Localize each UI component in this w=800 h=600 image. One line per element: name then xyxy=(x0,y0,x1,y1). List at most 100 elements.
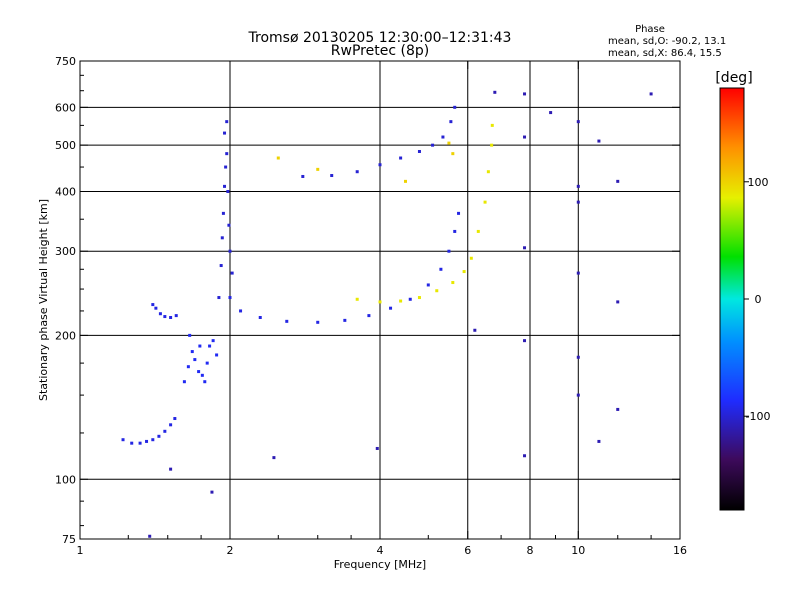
phase-line-o: mean, sd,O: -90.2, 13.1 xyxy=(608,36,726,47)
series-3 xyxy=(217,120,234,300)
data-point xyxy=(258,315,262,319)
data-point xyxy=(453,229,457,233)
colorbar xyxy=(719,87,745,511)
data-point xyxy=(169,315,173,319)
phase-line-x: mean, sd,X: 86.4, 15.5 xyxy=(608,48,722,59)
data-point xyxy=(186,365,190,369)
tick-layer: 1 2 4 6 8 10 16 75 100 200 300 400 500 600 750 xyxy=(55,55,687,557)
data-point xyxy=(163,315,167,319)
data-point xyxy=(399,299,403,303)
data-point xyxy=(439,267,443,271)
data-point xyxy=(188,333,192,337)
data-point xyxy=(220,236,224,240)
data-point xyxy=(523,246,527,250)
y-axis-label: Stationary phase Virtual Height [km] xyxy=(37,199,50,401)
data-point xyxy=(151,438,155,442)
data-point xyxy=(378,163,382,167)
data-point xyxy=(210,490,214,494)
data-point xyxy=(616,407,620,411)
y-tick-label: 300 xyxy=(55,245,76,258)
data-point xyxy=(151,303,155,307)
data-point xyxy=(417,149,421,153)
data-point xyxy=(272,456,276,460)
data-point xyxy=(490,123,494,127)
data-point xyxy=(154,306,158,310)
data-point xyxy=(200,373,204,377)
data-point xyxy=(316,167,320,171)
data-point xyxy=(441,135,445,139)
data-point xyxy=(597,439,601,443)
data-point xyxy=(483,200,487,204)
colorbar-tick-label: 100 xyxy=(748,176,769,189)
data-point xyxy=(523,454,527,458)
data-point xyxy=(157,434,161,438)
data-point xyxy=(203,380,207,384)
data-point xyxy=(399,156,403,160)
data-point xyxy=(435,289,439,293)
x-tick-label: 6 xyxy=(464,544,471,557)
data-point xyxy=(431,143,435,147)
data-point xyxy=(355,297,359,301)
data-point xyxy=(576,200,580,204)
data-points-layer xyxy=(121,90,653,538)
series-0 xyxy=(121,417,177,445)
data-point xyxy=(447,141,451,145)
data-point xyxy=(417,296,421,300)
data-point xyxy=(205,361,209,365)
data-point xyxy=(493,90,497,94)
phase-heading: Phase xyxy=(635,24,665,35)
data-point xyxy=(158,312,162,316)
data-point xyxy=(576,184,580,188)
x-tick-label: 16 xyxy=(673,544,687,557)
data-point xyxy=(219,264,223,268)
y-tick-label: 400 xyxy=(55,185,76,198)
data-point xyxy=(174,314,178,318)
x-tick-label: 4 xyxy=(377,544,384,557)
series-7 xyxy=(276,141,455,183)
data-point xyxy=(190,350,194,354)
data-point xyxy=(230,271,234,275)
data-point xyxy=(221,211,225,215)
data-point xyxy=(316,320,320,324)
data-point xyxy=(182,380,186,384)
series-6 xyxy=(355,123,494,304)
data-point xyxy=(403,179,407,183)
data-point xyxy=(476,229,480,233)
data-point xyxy=(217,296,221,300)
data-point xyxy=(130,441,134,445)
data-point xyxy=(469,256,473,260)
data-point xyxy=(169,467,173,471)
data-point xyxy=(486,170,490,174)
data-point xyxy=(649,92,653,96)
data-point xyxy=(343,318,347,322)
data-point xyxy=(523,92,527,96)
data-point xyxy=(576,355,580,359)
series-4 xyxy=(228,211,461,324)
data-point xyxy=(549,111,553,115)
data-point xyxy=(198,344,202,348)
colorbar-ticks: 100 0 -100 xyxy=(744,176,770,423)
grid-layer xyxy=(80,61,680,539)
data-point xyxy=(490,143,494,147)
data-point xyxy=(453,105,457,109)
data-point xyxy=(138,441,142,445)
data-point xyxy=(576,393,580,397)
y-tick-label: 200 xyxy=(55,329,76,342)
x-tick-label: 2 xyxy=(227,544,234,557)
data-point xyxy=(148,534,152,538)
data-point xyxy=(225,120,229,124)
data-point xyxy=(276,156,280,160)
data-point xyxy=(462,270,466,274)
data-point xyxy=(227,223,231,227)
data-point xyxy=(378,300,382,304)
data-point xyxy=(169,423,173,427)
data-point xyxy=(355,170,359,174)
series-1 xyxy=(151,303,178,319)
data-point xyxy=(226,189,230,193)
chart-title: Tromsø 20130205 12:30:00–12:31:43 xyxy=(248,30,512,46)
data-point xyxy=(389,306,393,310)
series-2 xyxy=(182,333,219,384)
data-point xyxy=(426,283,430,287)
data-point xyxy=(285,319,289,323)
data-point xyxy=(193,358,197,362)
